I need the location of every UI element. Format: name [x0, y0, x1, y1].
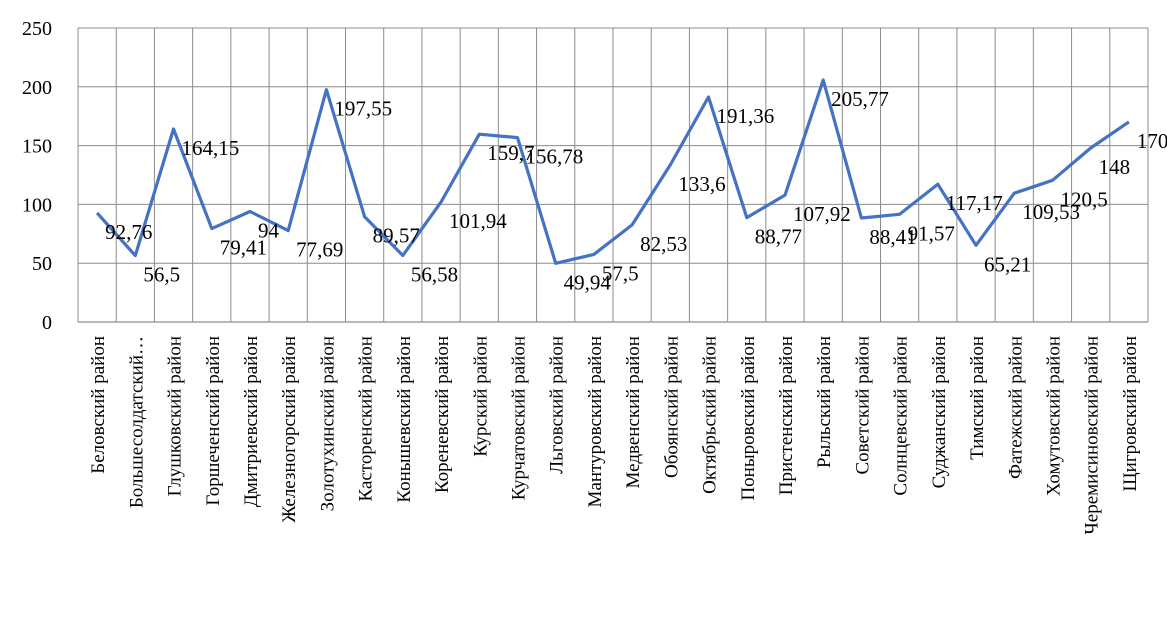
x-tick-label: Хомутовский район [1043, 336, 1064, 496]
data-label: 91,57 [908, 221, 955, 245]
data-label: 120,5 [1060, 187, 1107, 211]
x-tick-label: Пристенский район [776, 336, 797, 495]
data-label: 92,76 [105, 220, 152, 244]
data-label: 164,15 [182, 136, 240, 160]
x-tick-label: Обоянский район [661, 336, 682, 478]
x-tick-label: Конышевский район [394, 336, 415, 503]
x-tick-label: Горшеченский район [203, 336, 224, 506]
data-label: 156,78 [525, 145, 583, 169]
data-label: 94 [258, 218, 280, 242]
y-tick-label: 0 [42, 312, 52, 334]
x-tick-label: Тимский район [967, 336, 988, 460]
x-tick-label: Солнцевский район [891, 336, 912, 496]
x-tick-label: Щигровский район [1120, 336, 1141, 492]
x-tick-label: Черемисиновский район [1082, 336, 1103, 535]
x-tick-label: Суджанский район [929, 336, 950, 488]
x-tick-label: Мантуровский район [585, 336, 606, 507]
x-tick-label: Льговский район [547, 336, 568, 474]
data-label: 205,77 [831, 87, 889, 111]
data-label: 191,36 [717, 104, 775, 128]
y-tick-label: 250 [22, 18, 52, 40]
y-axis-tick-labels: 0 50 100 150 200 250 [22, 18, 52, 334]
x-tick-label: Курский район [470, 336, 491, 457]
x-tick-label: Медвенский район [623, 336, 644, 488]
x-tick-label: Большесолдатский… [126, 336, 147, 508]
x-tick-label: Беловский район [88, 336, 109, 474]
gridlines [77, 27, 1149, 322]
data-label: 56,5 [143, 263, 180, 287]
data-label: 88,41 [869, 225, 916, 249]
data-label: 133,6 [678, 172, 725, 196]
data-label: 159,7 [487, 141, 534, 165]
x-tick-label: Советский район [852, 336, 873, 475]
data-label: 109,53 [1022, 200, 1080, 224]
series-line-path [95, 78, 1130, 265]
x-tick-label: Фатежский район [1005, 336, 1026, 479]
data-label: 148 [1099, 155, 1131, 179]
x-tick-label: Золотухинский район [317, 336, 338, 511]
y-tick-label: 100 [22, 194, 52, 216]
data-label: 89,57 [373, 224, 420, 248]
x-tick-label: Касторенский район [356, 336, 377, 501]
data-label: 49,94 [564, 270, 612, 294]
data-label: 88,77 [755, 225, 802, 249]
x-tick-label: Поныровский район [738, 336, 759, 501]
data-label: 77,69 [296, 238, 343, 262]
series-line [95, 78, 1130, 265]
x-tick-label: Глушковский район [165, 336, 186, 496]
x-tick-label: Курчатовский район [508, 336, 529, 500]
data-label: 56,58 [411, 262, 458, 286]
x-tick-label: Кореневский район [432, 336, 453, 493]
data-label: 65,21 [984, 252, 1031, 276]
data-label: 101,94 [449, 209, 507, 233]
y-tick-label: 50 [32, 253, 52, 275]
data-label: 117,17 [946, 191, 1003, 215]
x-tick-label: Рыльский район [814, 336, 835, 468]
x-tick-label: Октябрьский район [700, 336, 721, 494]
data-label: 197,55 [334, 97, 392, 121]
data-label: 107,92 [793, 202, 851, 226]
x-tick-label: Дмитриевский район [241, 336, 262, 507]
data-label: 57,5 [602, 261, 639, 285]
y-tick-label: 200 [22, 77, 52, 99]
data-label: 82,53 [640, 232, 687, 256]
data-label: 170,17 [1137, 129, 1167, 153]
data-label: 79,41 [220, 236, 267, 260]
x-tick-label: Железногорский район [279, 336, 300, 523]
y-tick-label: 150 [22, 136, 52, 158]
x-axis-tick-labels: Беловский район Большесолдатский… Глушковс… [88, 336, 1141, 535]
